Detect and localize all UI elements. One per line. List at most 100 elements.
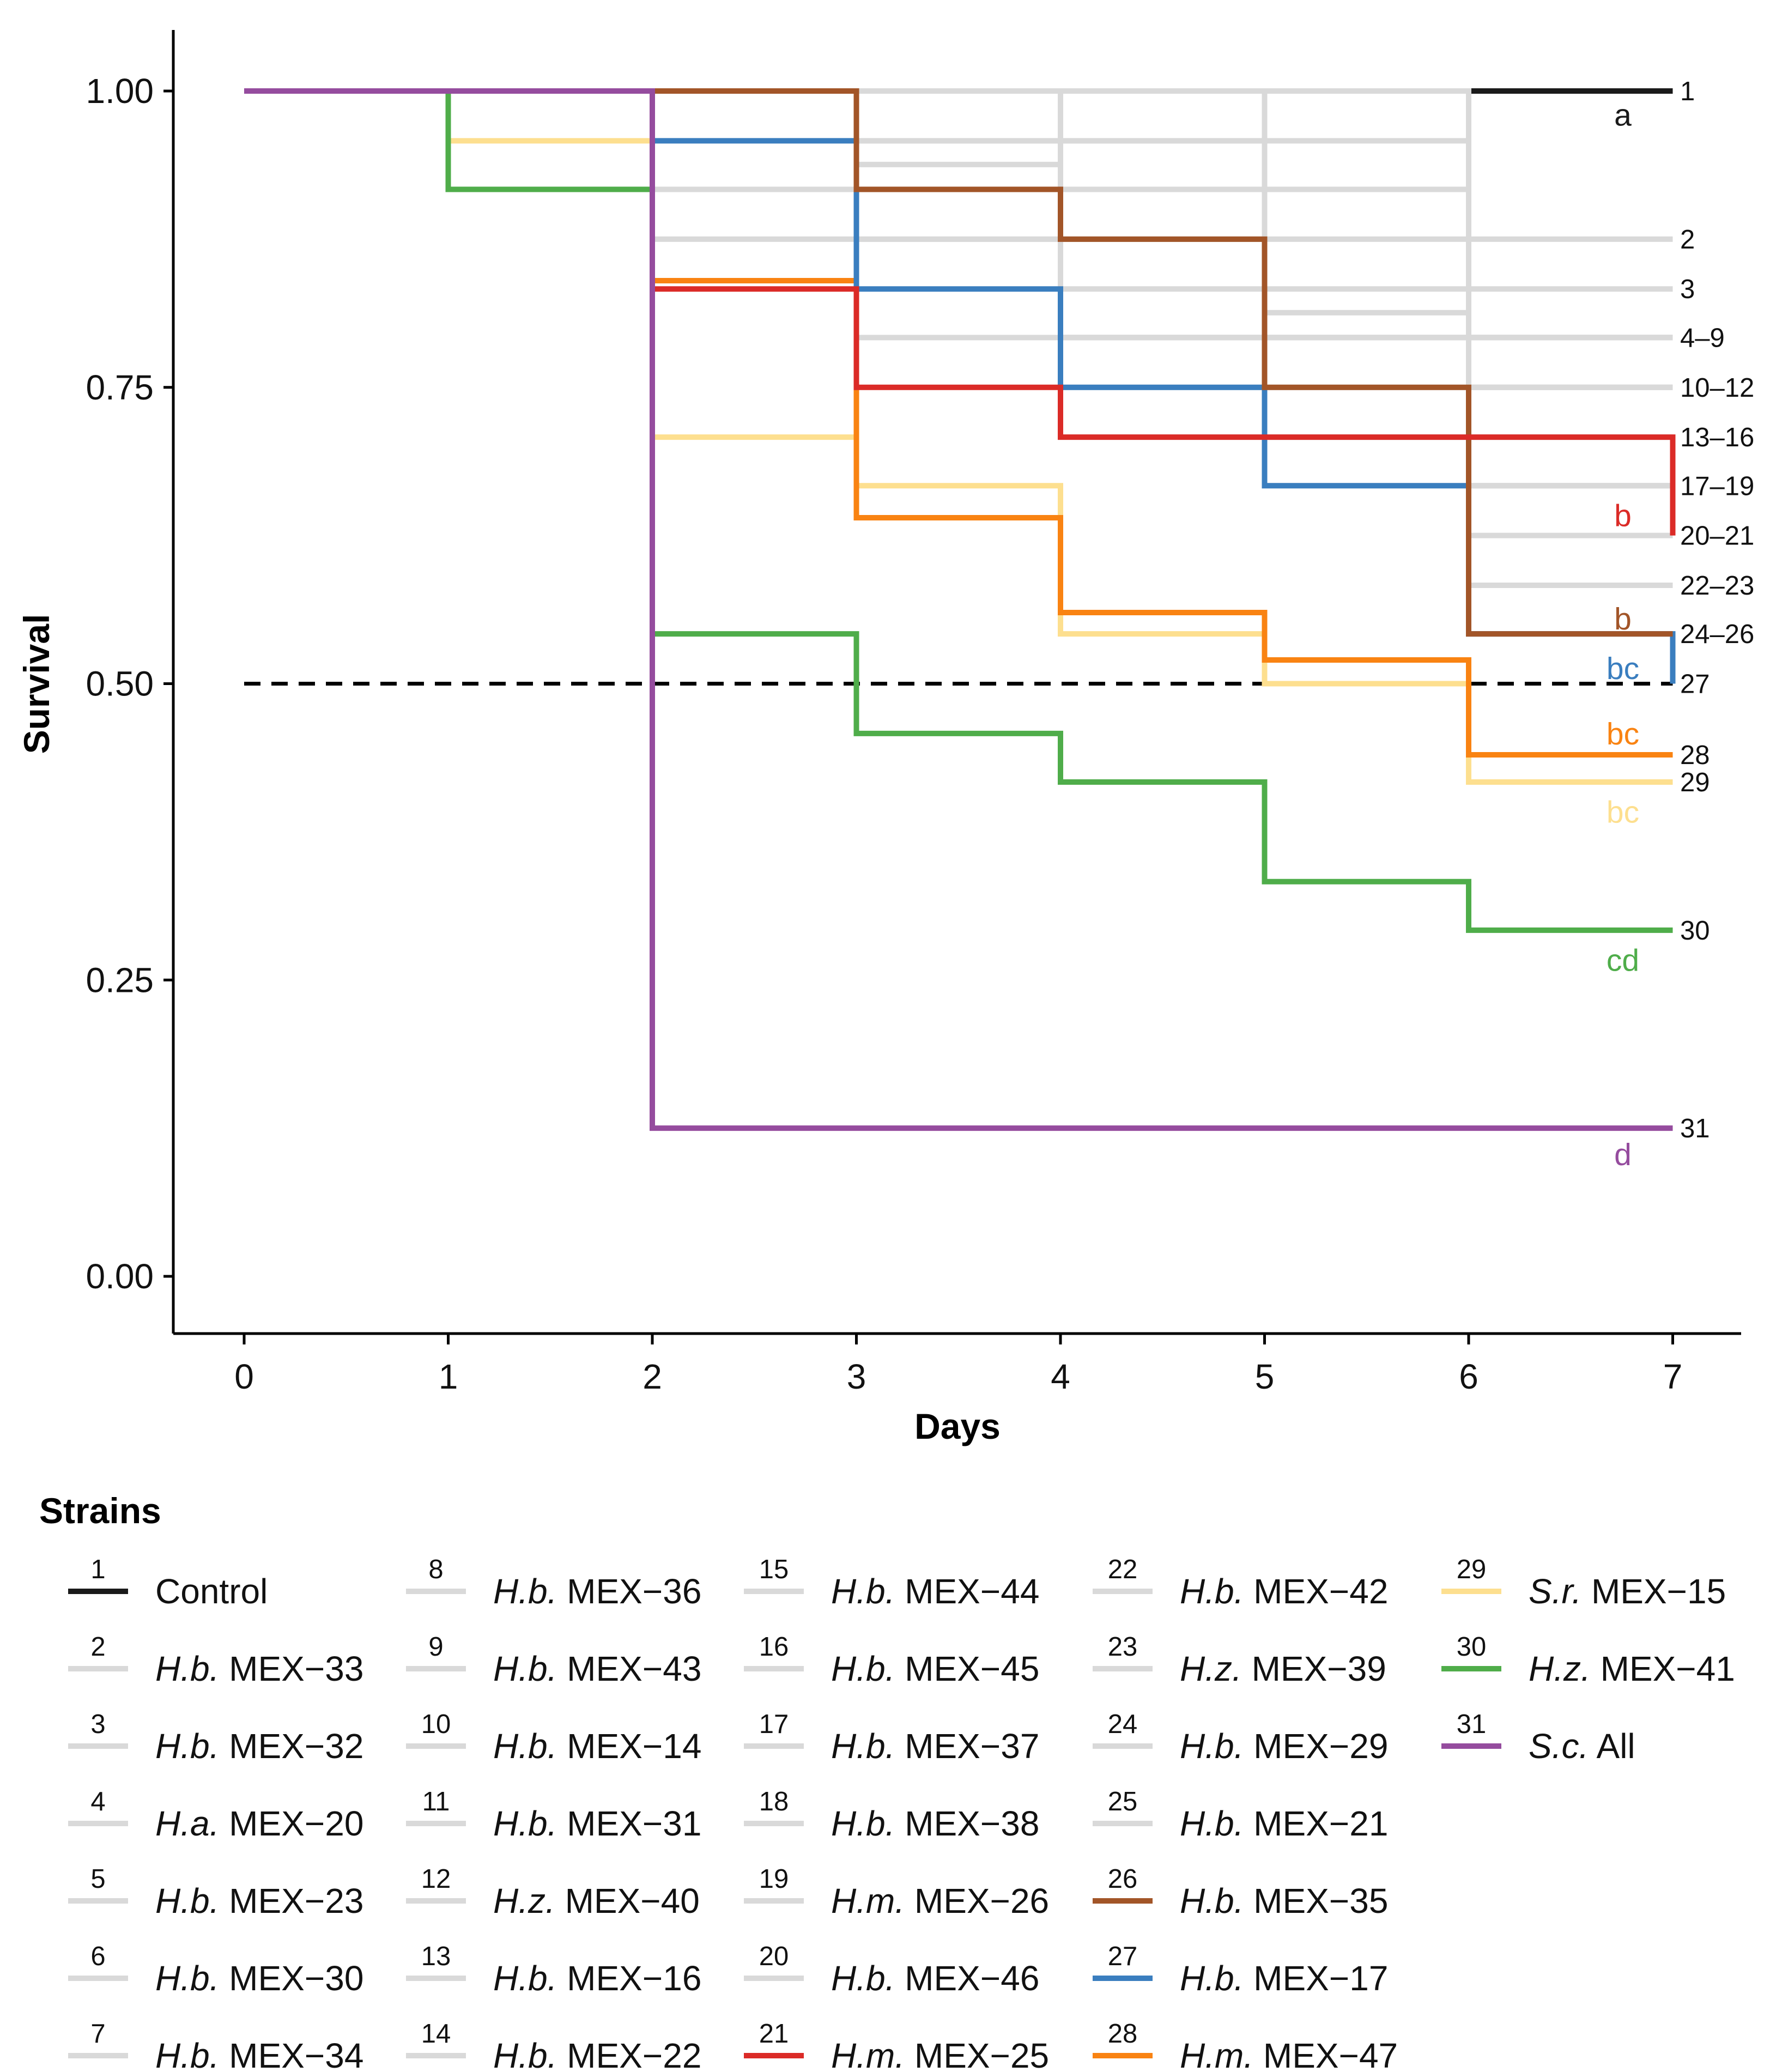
legend-strain: MEX−38 xyxy=(895,1804,1039,1843)
axes xyxy=(172,30,1741,1335)
legend-species: H.b. xyxy=(155,2036,219,2072)
legend-key-number: 21 xyxy=(759,2019,789,2049)
legend-key-number: 24 xyxy=(1108,1710,1138,1739)
legend-key-number: 18 xyxy=(759,1787,789,1816)
legend-label: H.b. MEX−31 xyxy=(493,1804,701,1843)
x-axis-title: Days xyxy=(914,1406,1001,1446)
legend: Strains 1 Control 2 H.b. MEX−33 3 H.b. MEX−32… xyxy=(39,1491,1735,2072)
x-tick-label: 3 xyxy=(847,1357,866,1396)
legend-key-number: 13 xyxy=(421,1942,451,1971)
legend-key-number: 20 xyxy=(759,1942,789,1971)
legend-label: S.r. MEX−15 xyxy=(1529,1572,1726,1611)
legend-item-10: 10 H.b. MEX−14 xyxy=(406,1710,701,1766)
end-label: 28 xyxy=(1680,741,1710,770)
legend-species: H.b. xyxy=(493,1572,557,1611)
legend-item-5: 5 H.b. MEX−23 xyxy=(68,1864,363,1920)
y-tick-label: 1.00 xyxy=(86,71,154,111)
legend-strain: MEX−42 xyxy=(1244,1572,1388,1611)
end-label: 4–9 xyxy=(1680,323,1725,353)
legend-label: H.b. MEX−45 xyxy=(831,1649,1039,1688)
legend-species: H.z. xyxy=(1180,1649,1242,1688)
legend-label: H.b. MEX−34 xyxy=(155,2036,363,2072)
legend-species: H.b. xyxy=(831,1804,895,1843)
legend-label: H.b. MEX−46 xyxy=(831,1959,1039,1998)
legend-strain: MEX−45 xyxy=(895,1649,1039,1688)
legend-item-8: 8 H.b. MEX−36 xyxy=(406,1555,701,1611)
legend-strain: MEX−29 xyxy=(1244,1726,1388,1766)
legend-item-4: 4 H.a. MEX−20 xyxy=(68,1787,363,1843)
legend-species: H.b. xyxy=(155,1726,219,1766)
survival-curve-5 xyxy=(244,88,1673,341)
legend-strain: MEX−47 xyxy=(1253,2036,1398,2072)
legend-key-number: 19 xyxy=(759,1864,789,1894)
legend-item-25: 25 H.b. MEX−21 xyxy=(1093,1787,1388,1843)
legend-strain: MEX−36 xyxy=(557,1572,701,1611)
legend-item-2: 2 H.b. MEX−33 xyxy=(68,1632,363,1688)
legend-species: H.b. xyxy=(1180,1572,1244,1611)
legend-key-number: 12 xyxy=(421,1864,451,1894)
legend-item-15: 15 H.b. MEX−44 xyxy=(744,1555,1039,1611)
legend-key-number: 7 xyxy=(90,2019,105,2049)
significance-letter: bc xyxy=(1607,795,1639,829)
legend-species: H.b. xyxy=(831,1649,895,1688)
legend-item-19: 19 H.m. MEX−26 xyxy=(744,1864,1049,1920)
legend-strain: MEX−44 xyxy=(895,1572,1039,1611)
legend-item-17: 17 H.b. MEX−37 xyxy=(744,1710,1039,1766)
legend-key-number: 11 xyxy=(422,1787,450,1816)
legend-key-number: 17 xyxy=(759,1710,789,1739)
legend-item-16: 16 H.b. MEX−45 xyxy=(744,1632,1039,1688)
legend-strain: MEX−32 xyxy=(219,1726,363,1766)
x-tick-label: 2 xyxy=(642,1357,662,1396)
end-label: 10–12 xyxy=(1680,373,1754,403)
legend-item-30: 30 H.z. MEX−41 xyxy=(1441,1632,1735,1688)
legend-species: H.b. xyxy=(493,1804,557,1843)
significance-letter: b xyxy=(1614,499,1632,534)
legend-species: H.b. xyxy=(1180,1726,1244,1766)
legend-item-1: 1 Control xyxy=(68,1555,268,1611)
legend-key-number: 31 xyxy=(1457,1710,1487,1739)
legend-label: H.b. MEX−14 xyxy=(493,1726,701,1766)
end-label: 27 xyxy=(1680,670,1710,699)
legend-strain: MEX−16 xyxy=(557,1959,701,1998)
end-labels: 1 2 3 4–9 10–12 13–16 17–19 20–21 22–23 24–26 27 28… xyxy=(1680,77,1754,1143)
legend-key-number: 8 xyxy=(428,1555,443,1584)
legend-species: H.b. xyxy=(155,1881,219,1920)
legend-label: H.z. MEX−41 xyxy=(1529,1649,1735,1688)
legend-label: H.b. MEX−21 xyxy=(1180,1804,1388,1843)
legend-species: H.b. xyxy=(155,1959,219,1998)
legend-key-number: 16 xyxy=(759,1632,789,1662)
legend-species: H.b. xyxy=(493,1649,557,1688)
legend-item-14: 14 H.b. MEX−22 xyxy=(406,2019,701,2072)
x-tick-label: 5 xyxy=(1255,1357,1275,1396)
survival-curve-8 xyxy=(244,88,1673,341)
legend-key-number: 27 xyxy=(1108,1942,1138,1971)
legend-key-number: 14 xyxy=(421,2019,451,2049)
legend-strain: MEX−26 xyxy=(905,1881,1049,1920)
legend-strain: All xyxy=(1589,1726,1635,1766)
legend-strain: MEX−35 xyxy=(1244,1881,1388,1920)
legend-item-26: 26 H.b. MEX−35 xyxy=(1093,1864,1388,1920)
end-label: 29 xyxy=(1680,768,1710,797)
legend-title: Strains xyxy=(39,1491,161,1531)
legend-strain: MEX−31 xyxy=(557,1804,701,1843)
legend-species: H.b. xyxy=(1180,1959,1244,1998)
legend-strain: MEX−21 xyxy=(1244,1804,1388,1843)
legend-key-number: 5 xyxy=(90,1864,105,1894)
legend-species: H.z. xyxy=(1529,1649,1591,1688)
significance-letter: cd xyxy=(1607,943,1639,978)
legend-label: H.b. MEX−44 xyxy=(831,1572,1039,1611)
legend-strain: MEX−23 xyxy=(219,1881,363,1920)
legend-label: H.b. MEX−17 xyxy=(1180,1959,1388,1998)
legend-strain: MEX−37 xyxy=(895,1726,1039,1766)
legend-label: H.b. MEX−42 xyxy=(1180,1572,1388,1611)
plot-lines xyxy=(244,88,1676,1131)
end-label: 13–16 xyxy=(1680,423,1754,452)
legend-key-number: 15 xyxy=(759,1555,789,1584)
legend-label: H.z. MEX−40 xyxy=(493,1881,700,1920)
legend-label: H.b. MEX−30 xyxy=(155,1959,363,1998)
legend-label: Control xyxy=(155,1572,268,1611)
legend-species: H.b. xyxy=(831,1959,895,1998)
legend-item-28: 28 H.m. MEX−47 xyxy=(1093,2019,1398,2072)
legend-key-number: 22 xyxy=(1108,1555,1138,1584)
legend-label: H.b. MEX−29 xyxy=(1180,1726,1388,1766)
